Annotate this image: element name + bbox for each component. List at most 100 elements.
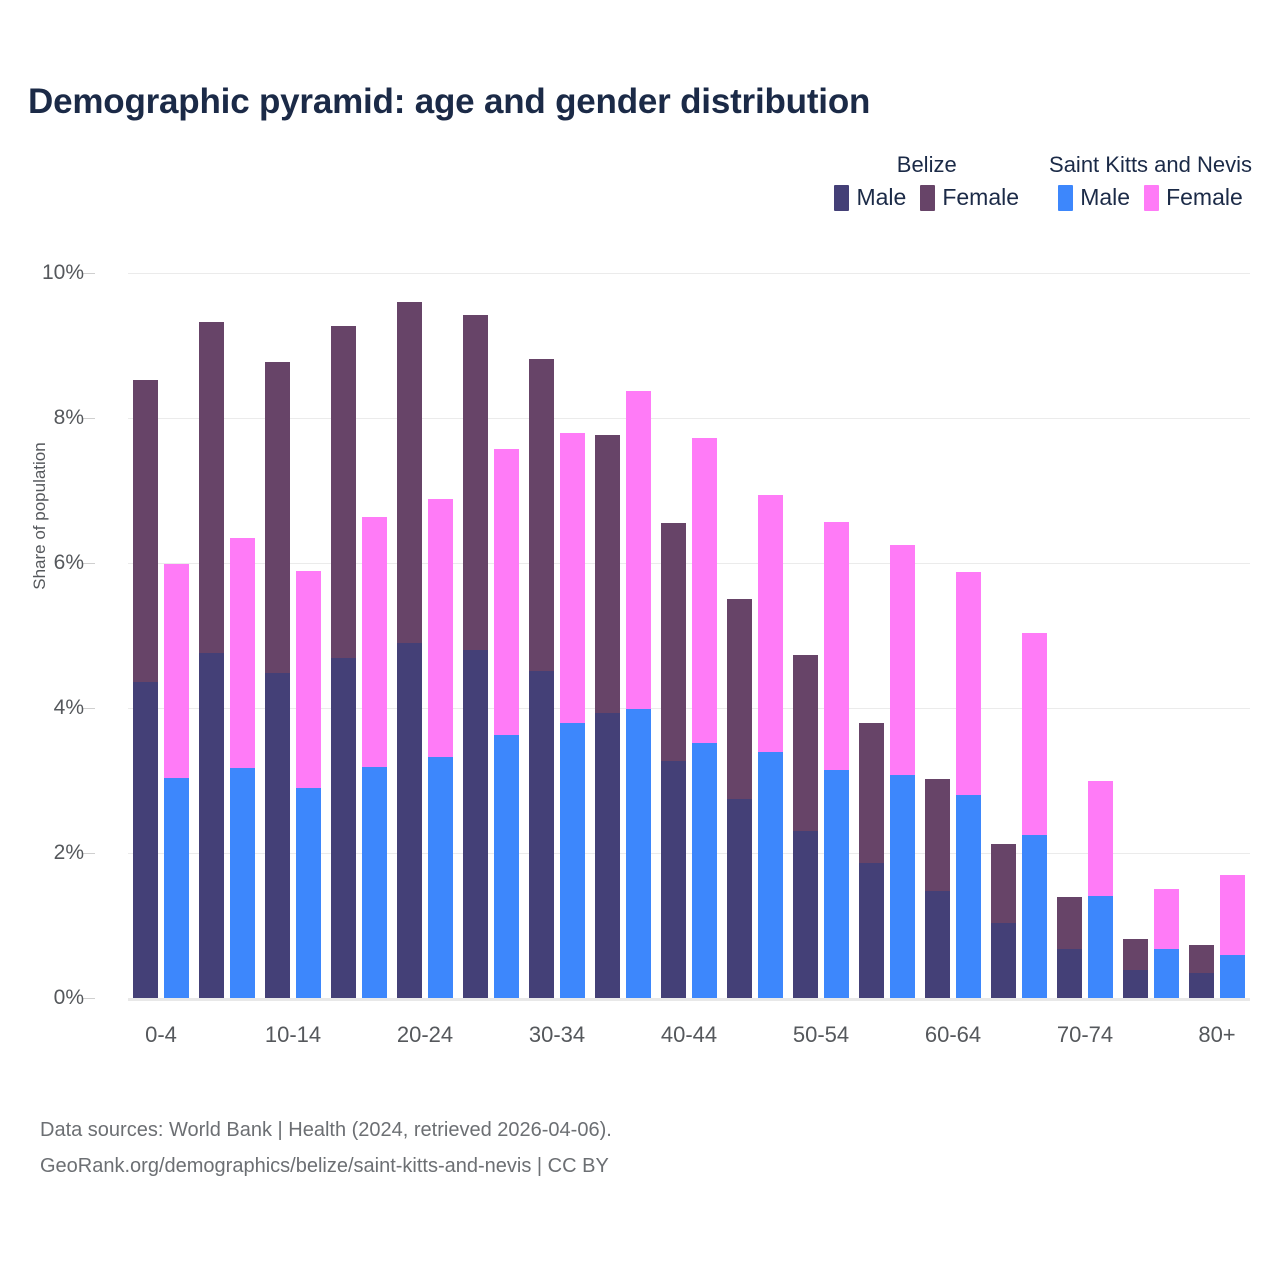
legend-item-skn-male[interactable]: Male xyxy=(1058,184,1130,211)
bar-segment-female[interactable] xyxy=(793,655,818,832)
x-tick-label: 50-54 xyxy=(792,1022,850,1047)
bar-segment-male[interactable] xyxy=(1022,834,1047,998)
bar-segment-female[interactable] xyxy=(494,449,519,735)
y-tick-mark xyxy=(83,853,95,854)
color-swatch-icon xyxy=(1058,184,1074,211)
bar-segment-male[interactable] xyxy=(133,681,158,998)
legend-group-title-belize: Belize xyxy=(896,152,957,177)
bar-segment-female[interactable] xyxy=(560,433,585,724)
bar-segment-female[interactable] xyxy=(661,523,686,761)
bar-segment-male[interactable] xyxy=(991,923,1016,998)
bar-segment-male[interactable] xyxy=(1123,969,1148,998)
bar-segment-female[interactable] xyxy=(331,325,356,658)
bar-segment-male[interactable] xyxy=(758,752,783,998)
bar-segment-female[interactable] xyxy=(1154,888,1179,950)
legend-item-skn-female[interactable]: Female xyxy=(1144,184,1243,211)
bar-segment-male[interactable] xyxy=(230,768,255,998)
bar-segment-female[interactable] xyxy=(1123,938,1148,970)
gridline xyxy=(128,418,1250,419)
legend-items-saint-kitts-and-nevis: Male Female xyxy=(1058,184,1243,211)
bar-segment-female[interactable] xyxy=(265,362,290,674)
bar-segment-male[interactable] xyxy=(463,650,488,998)
bar-segment-female[interactable] xyxy=(859,722,884,864)
bar-segment-male[interactable] xyxy=(595,713,620,998)
bar-segment-male[interactable] xyxy=(1220,955,1245,998)
legend: Belize Male Female Saint Kitts and Nevis… xyxy=(834,152,1252,211)
bar-group xyxy=(331,273,387,998)
bar-segment-male[interactable] xyxy=(1057,949,1082,998)
bar-group xyxy=(925,273,981,998)
x-tick-label: 0-4 xyxy=(145,1022,177,1047)
legend-item-belize-male[interactable]: Male xyxy=(834,184,906,211)
bar-segment-female[interactable] xyxy=(199,322,224,653)
bar-segment-male[interactable] xyxy=(529,671,554,998)
bar-segment-female[interactable] xyxy=(529,358,554,672)
legend-item-belize-female[interactable]: Female xyxy=(920,184,1019,211)
bar-group xyxy=(1189,273,1245,998)
gridline xyxy=(128,853,1250,854)
plot-area: 0% 2% 4% 6% 8% 10% xyxy=(42,261,1250,1009)
bar-group xyxy=(265,273,321,998)
color-swatch-icon xyxy=(1144,184,1160,211)
bar-segment-male[interactable] xyxy=(859,863,884,998)
bar-segment-female[interactable] xyxy=(296,570,321,789)
bar-segment-female[interactable] xyxy=(1189,945,1214,974)
bar-segment-male[interactable] xyxy=(727,799,752,998)
y-tick-label: 0% xyxy=(53,986,84,1009)
bar-segment-female[interactable] xyxy=(595,434,620,714)
bar-segment-female[interactable] xyxy=(463,315,488,650)
bar-group xyxy=(199,273,255,998)
bar-segment-female[interactable] xyxy=(890,544,915,776)
bar-segment-male[interactable] xyxy=(692,742,717,998)
bar-segment-female[interactable] xyxy=(1220,874,1245,956)
bar-segment-female[interactable] xyxy=(230,538,255,769)
x-tick-label: 80+ xyxy=(1198,1022,1236,1047)
bar-segment-male[interactable] xyxy=(1088,895,1113,998)
bar-segment-female[interactable] xyxy=(133,380,158,682)
bar-segment-female[interactable] xyxy=(692,437,717,743)
bar-segment-female[interactable] xyxy=(824,521,849,770)
bar-segment-female[interactable] xyxy=(626,391,651,710)
bar-segment-female[interactable] xyxy=(1022,633,1047,835)
bar-segment-male[interactable] xyxy=(199,652,224,998)
bar-segment-male[interactable] xyxy=(925,890,950,998)
bar-segment-female[interactable] xyxy=(428,499,453,758)
bar-segment-male[interactable] xyxy=(331,657,356,998)
bar-segment-male[interactable] xyxy=(560,723,585,998)
bar-segment-male[interactable] xyxy=(296,788,321,998)
bar-segment-male[interactable] xyxy=(1154,949,1179,998)
bar-segment-female[interactable] xyxy=(956,571,981,795)
gridline xyxy=(128,563,1250,564)
bar-segment-male[interactable] xyxy=(890,775,915,998)
y-tick-label: 6% xyxy=(53,551,84,574)
bar-segment-female[interactable] xyxy=(991,844,1016,924)
bar-segment-male[interactable] xyxy=(661,760,686,998)
bar-segment-female[interactable] xyxy=(1057,897,1082,950)
bar-segment-female[interactable] xyxy=(727,599,752,800)
footer-line-sources: Data sources: World Bank | Health (2024,… xyxy=(40,1119,612,1141)
bar-segment-male[interactable] xyxy=(362,767,387,998)
bar-segment-male[interactable] xyxy=(164,778,189,998)
bar-segment-female[interactable] xyxy=(758,494,783,753)
bar-group xyxy=(991,273,1047,998)
bar-segment-male[interactable] xyxy=(397,643,422,998)
footer: Data sources: World Bank | Health (2024,… xyxy=(40,1112,612,1184)
bar-segment-male[interactable] xyxy=(428,757,453,998)
bar-segment-male[interactable] xyxy=(494,734,519,998)
x-tick-label: 20-24 xyxy=(396,1022,454,1047)
bar-segment-male[interactable] xyxy=(824,769,849,998)
y-tick-mark xyxy=(83,563,95,564)
bar-segment-female[interactable] xyxy=(362,516,387,768)
bar-segment-male[interactable] xyxy=(626,709,651,998)
bar-segment-male[interactable] xyxy=(956,795,981,998)
bar-segment-female[interactable] xyxy=(925,779,950,891)
legend-group-belize: Belize Male Female xyxy=(834,152,1019,211)
bar-group xyxy=(793,273,849,998)
y-tick-mark xyxy=(83,708,95,709)
bar-segment-male[interactable] xyxy=(793,831,818,998)
bar-segment-male[interactable] xyxy=(265,673,290,998)
bar-segment-female[interactable] xyxy=(1088,781,1113,896)
bar-segment-female[interactable] xyxy=(164,564,189,779)
bar-segment-male[interactable] xyxy=(1189,973,1214,998)
bar-segment-female[interactable] xyxy=(397,302,422,644)
